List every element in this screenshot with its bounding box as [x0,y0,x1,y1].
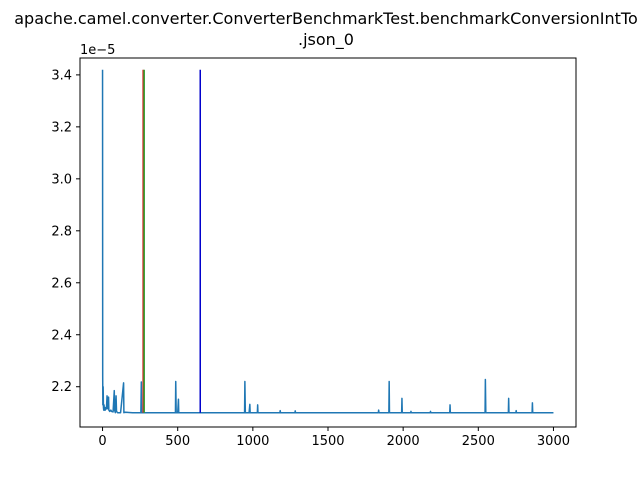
x-tick-label: 2500 [462,434,495,449]
y-tick-label: 2.6 [51,276,72,291]
y-offset-label: 1e−5 [80,43,115,58]
plot-area [101,69,554,414]
x-tick-label: 1000 [236,434,269,449]
y-tick-label: 2.8 [51,224,72,239]
y-tick-label: 3.0 [51,172,72,187]
y-tick-label: 2.4 [51,328,72,343]
y-tick-label: 3.4 [51,68,72,83]
y-tick-label: 2.2 [51,380,72,395]
x-tick-label: 500 [165,434,190,449]
x-axis: 0 500 1000 1500 2000 2500 3000 [98,427,570,449]
series-line-0 [101,69,554,414]
x-tick-label: 1500 [311,434,344,449]
y-tick-label: 3.2 [51,120,72,135]
chart-title-line2: .json_0 [298,30,354,50]
chart-title-line1: apache.camel.converter.ConverterBenchmar… [14,9,638,28]
x-tick-label: 0 [98,434,106,449]
y-axis: 2.2 2.4 2.6 2.8 3.0 3.2 3.4 [51,68,80,395]
x-tick-label: 3000 [537,434,570,449]
x-tick-label: 2000 [387,434,420,449]
